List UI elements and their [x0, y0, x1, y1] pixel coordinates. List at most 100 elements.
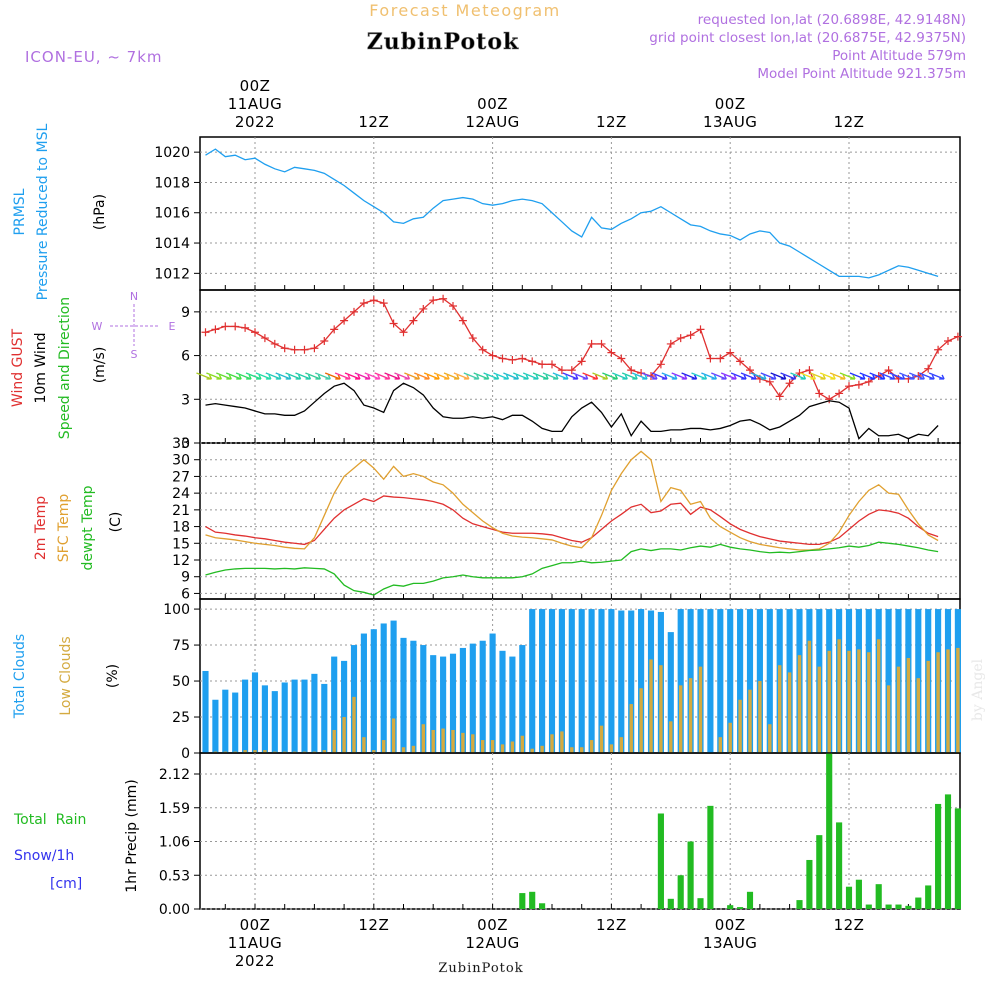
bar-low-clouds: [431, 729, 435, 753]
y-tick-label: 9: [181, 570, 190, 586]
bar-total-clouds: [618, 610, 625, 753]
location-title: ZubinPotok: [367, 29, 520, 55]
bar-total-clouds: [370, 629, 377, 753]
bar-low-clouds: [619, 737, 623, 753]
wind-direction-arrow: [928, 372, 945, 380]
gust-marker: [696, 325, 705, 334]
bar-low-clouds: [758, 681, 762, 753]
bar-total-rain: [727, 905, 734, 909]
bar-total-clouds: [479, 640, 486, 753]
top-axis-label: 12Z: [596, 113, 627, 131]
compass-south: S: [131, 348, 138, 361]
wind-direction-arrow: [621, 372, 638, 380]
y-tick-label: 100: [163, 602, 190, 618]
bar-total-clouds: [746, 609, 754, 753]
y-tick-label: 1016: [154, 206, 190, 222]
wind-direction-arrow: [384, 372, 401, 380]
bar-low-clouds: [787, 672, 792, 753]
gust-marker: [419, 304, 428, 313]
bar-low-clouds: [857, 649, 861, 753]
y-tick-label: 30: [172, 453, 190, 469]
series-line-wind-gust: [205, 298, 959, 401]
bar-total-clouds: [519, 645, 526, 753]
wind-direction-arrow: [324, 372, 341, 380]
bar-low-clouds: [263, 750, 267, 753]
bar-low-clouds: [797, 655, 802, 753]
y-tick-label: 75: [172, 638, 190, 654]
top-axis-label: 13AUG: [703, 113, 757, 131]
gust-marker: [934, 345, 943, 354]
panel-frame: [199, 752, 961, 910]
gust-marker: [251, 328, 259, 337]
gust-marker: [746, 366, 754, 375]
gust-marker: [260, 334, 269, 343]
wind-direction-arrow: [859, 372, 876, 380]
compass-east: E: [169, 320, 176, 333]
bar-low-clouds: [560, 731, 564, 753]
gust-marker: [617, 354, 626, 363]
bar-total-clouds: [301, 679, 308, 753]
gust-marker: [241, 323, 250, 332]
bar-low-clouds: [817, 666, 821, 753]
gust-marker: [953, 332, 962, 341]
bar-total-rain: [677, 875, 684, 909]
gust-marker: [785, 379, 794, 388]
bar-total-rain: [826, 753, 833, 909]
gust-marker: [716, 354, 725, 363]
wind-direction-arrow: [285, 372, 302, 380]
bar-low-clouds: [847, 650, 851, 753]
wind-label-gust: Wind GUST: [10, 328, 26, 407]
gust-marker: [310, 344, 319, 353]
bar-low-clouds: [481, 740, 485, 753]
bar-total-rain: [519, 893, 526, 909]
bar-total-clouds: [449, 653, 457, 753]
bar-total-clouds: [430, 655, 437, 753]
bar-total-clouds: [410, 640, 417, 753]
wind-direction-arrow: [315, 372, 331, 380]
bar-total-rain: [944, 794, 952, 909]
clouds-label-unit: (%): [105, 664, 121, 688]
bar-total-clouds: [558, 609, 565, 753]
wind-direction-arrow: [354, 372, 371, 380]
y-tick-label: 2.12: [159, 767, 190, 783]
wind-direction-arrow: [394, 372, 411, 380]
bar-total-clouds: [311, 673, 318, 753]
wind-direction-arrow: [344, 372, 361, 380]
bar-low-clouds: [837, 639, 841, 753]
bar-low-clouds: [530, 748, 534, 753]
bar-low-clouds: [352, 696, 356, 753]
bar-total-clouds: [380, 623, 387, 753]
wind-direction-arrow: [602, 372, 619, 380]
wind-direction-arrow: [532, 372, 549, 380]
y-tick-label: 1018: [154, 175, 190, 191]
gust-marker: [379, 299, 388, 308]
bar-total-clouds: [499, 650, 506, 753]
wind-direction-arrow: [404, 372, 421, 380]
bar-total-clouds: [578, 609, 585, 753]
gust-marker: [676, 334, 685, 343]
gust-marker: [607, 348, 616, 357]
gust-marker: [884, 366, 893, 375]
bar-total-clouds: [271, 691, 278, 753]
pressure-labels: PRMSL Pressure Reduced to MSL (hPa): [12, 123, 108, 300]
bar-low-clouds: [906, 658, 911, 753]
bar-low-clouds: [382, 740, 386, 753]
bar-total-rain: [885, 904, 892, 909]
bar-low-clouds: [877, 639, 881, 753]
bar-total-clouds: [588, 609, 595, 753]
wind-direction-arrow: [612, 372, 628, 380]
bar-total-rain: [806, 859, 813, 909]
top-axis-label: 12Z: [358, 113, 389, 131]
series-line-10m-wind: [205, 382, 939, 440]
gust-marker: [389, 319, 398, 328]
wind-direction-arrow: [681, 372, 698, 380]
y-tick-label: 25: [172, 710, 190, 726]
bar-low-clouds: [778, 665, 782, 753]
bar-low-clouds: [768, 724, 772, 753]
gust-marker: [270, 339, 279, 348]
gust-marker: [300, 345, 309, 354]
bar-low-clouds: [698, 666, 703, 753]
bar-low-clouds: [570, 747, 574, 753]
gust-marker: [548, 360, 556, 369]
